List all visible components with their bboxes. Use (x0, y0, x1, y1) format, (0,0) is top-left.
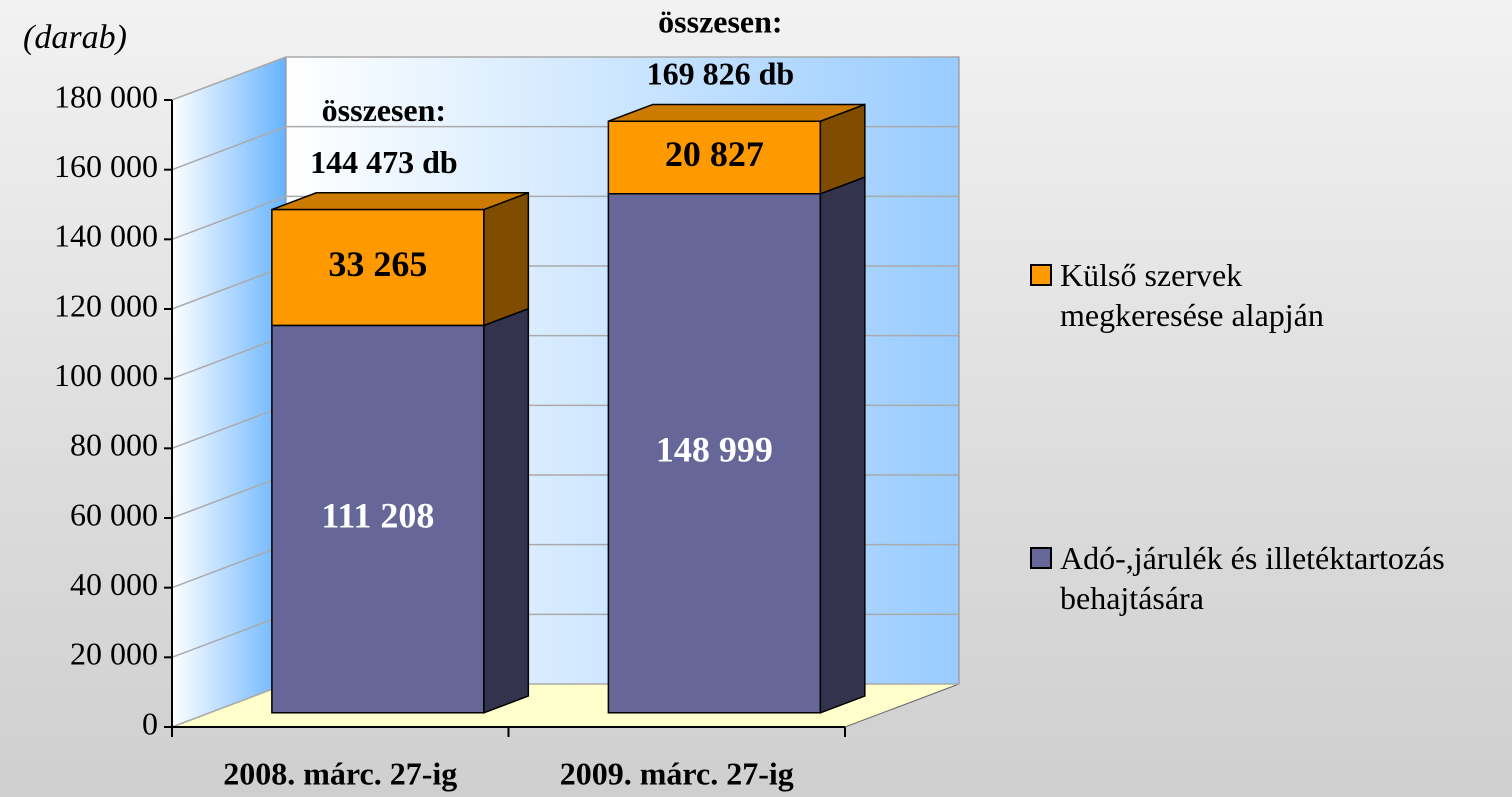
y-tick-label: 20 000 (70, 636, 158, 672)
y-tick-label: 60 000 (70, 496, 158, 532)
value-label: 111 208 (321, 495, 434, 535)
y-unit-label: (darab) (23, 19, 127, 56)
legend-swatch (1030, 547, 1052, 569)
grid-line (171, 56, 959, 101)
y-tick-label: 120 000 (54, 287, 158, 323)
y-tick-label: 180 000 (54, 78, 158, 114)
legend-label: Külső szervek megkeresése alapján (1060, 257, 1324, 333)
total-label: összesen: (322, 92, 446, 128)
legend-entry: Adó-,járulék és illetéktartozás behajtás… (1030, 538, 1510, 618)
total-label: 144 473 db (310, 144, 458, 180)
bar-side (483, 307, 530, 714)
y-tick-label: 160 000 (54, 148, 158, 184)
y-tick-label: 140 000 (54, 218, 158, 254)
bar-side (483, 191, 530, 327)
bar-side (819, 175, 866, 714)
y-tick-label: 100 000 (54, 357, 158, 393)
x-tick-label: 2009. márc. 27-ig (560, 755, 794, 791)
value-label: 20 827 (665, 134, 764, 174)
legend-label: Adó-,járulék és illetéktartozás behajtás… (1060, 540, 1445, 616)
legend-swatch (1030, 264, 1052, 286)
side-wall (171, 56, 287, 728)
x-tick-label: 2008. márc. 27-ig (223, 755, 457, 791)
bar-top (608, 103, 866, 122)
total-label: 169 826 db (647, 56, 795, 92)
y-tick-label: 0 (142, 705, 158, 741)
y-tick-label: 80 000 (70, 427, 158, 463)
value-label: 33 265 (328, 244, 427, 284)
value-label: 148 999 (656, 430, 773, 470)
legend-entry: Külső szervek megkeresése alapján (1030, 255, 1380, 335)
total-label: összesen: (658, 4, 782, 40)
y-tick-label: 40 000 (70, 566, 158, 602)
bar-top (271, 192, 529, 211)
